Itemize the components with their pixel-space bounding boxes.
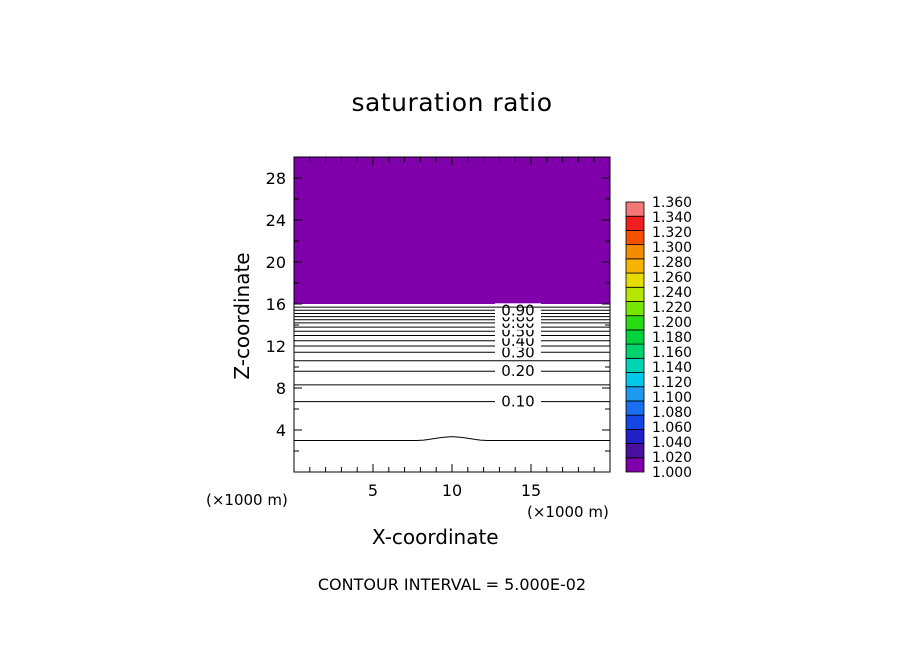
colorbar-label: 1.180 bbox=[652, 330, 692, 346]
colorbar-swatch bbox=[625, 244, 645, 260]
colorbar-label: 1.040 bbox=[652, 435, 692, 451]
colorbar-swatch bbox=[625, 258, 645, 274]
x-axis-unit: (×1000 m) bbox=[527, 503, 609, 521]
colorbar-label: 1.220 bbox=[652, 300, 692, 316]
colorbar-swatch bbox=[625, 201, 645, 217]
colorbar-swatch bbox=[625, 315, 645, 331]
colorbar-swatch bbox=[625, 357, 645, 373]
y-tick-label: 28 bbox=[266, 169, 286, 188]
colorbar-swatch bbox=[625, 286, 645, 302]
colorbar-swatch bbox=[625, 457, 645, 473]
colorbar-label: 1.200 bbox=[652, 315, 692, 331]
x-tick-label: 10 bbox=[442, 481, 462, 500]
contour-label-bg bbox=[495, 394, 541, 409]
colorbar-swatch bbox=[625, 400, 645, 416]
contour-label-bg bbox=[495, 345, 541, 360]
filled-region bbox=[294, 157, 610, 304]
colorbar-swatch bbox=[625, 329, 645, 345]
colorbar-label: 1.160 bbox=[652, 345, 692, 361]
colorbar-label: 1.100 bbox=[652, 390, 692, 406]
colorbar-swatch bbox=[625, 428, 645, 444]
colorbar-swatch bbox=[625, 386, 645, 402]
colorbar-label: 1.020 bbox=[652, 450, 692, 466]
colorbar-label: 1.240 bbox=[652, 285, 692, 301]
colorbar-label: 1.260 bbox=[652, 270, 692, 286]
y-tick-label: 24 bbox=[266, 211, 286, 230]
contour-label: 0.20 bbox=[501, 362, 534, 380]
x-axis-label: X-coordinate bbox=[372, 525, 499, 549]
colorbar-swatch bbox=[625, 343, 645, 359]
y-axis-label: Z-coordinate bbox=[230, 252, 254, 380]
contour-interval-note: CONTOUR INTERVAL = 5.000E-02 bbox=[317, 575, 587, 594]
contour-label: 0.90 bbox=[501, 301, 534, 319]
y-tick-label: 20 bbox=[266, 253, 286, 272]
colorbar-label: 1.140 bbox=[652, 360, 692, 376]
colorbar-label: 1.000 bbox=[652, 465, 692, 481]
chart-title: saturation ratio bbox=[351, 88, 553, 117]
contour-label-bg bbox=[495, 364, 541, 379]
colorbar-label: 1.280 bbox=[652, 255, 692, 271]
x-tick-label: 5 bbox=[368, 481, 378, 500]
contour-label: 0.10 bbox=[501, 393, 534, 411]
colorbar-swatch bbox=[625, 215, 645, 231]
colorbar-label: 1.060 bbox=[652, 420, 692, 436]
y-tick-label: 12 bbox=[266, 337, 286, 356]
y-tick-label: 4 bbox=[276, 421, 286, 440]
y-axis-unit: (×1000 m) bbox=[206, 491, 288, 509]
y-tick-label: 8 bbox=[276, 379, 286, 398]
contour-label: 0.30 bbox=[501, 343, 534, 361]
y-tick-label: 16 bbox=[266, 295, 286, 314]
colorbar-swatch bbox=[625, 443, 645, 459]
colorbar-label: 1.320 bbox=[652, 225, 692, 241]
x-tick-label: 15 bbox=[521, 481, 541, 500]
colorbar-label: 1.120 bbox=[652, 375, 692, 391]
colorbar-label: 1.300 bbox=[652, 240, 692, 256]
colorbar-swatch bbox=[625, 372, 645, 388]
colorbar-swatch bbox=[625, 301, 645, 317]
colorbar-swatch bbox=[625, 272, 645, 288]
colorbar-label: 1.340 bbox=[652, 210, 692, 226]
colorbar-label: 1.080 bbox=[652, 405, 692, 421]
colorbar-label: 1.360 bbox=[652, 195, 692, 211]
colorbar-swatch bbox=[625, 230, 645, 246]
contour-line bbox=[294, 436, 610, 441]
colorbar-swatch bbox=[625, 414, 645, 430]
